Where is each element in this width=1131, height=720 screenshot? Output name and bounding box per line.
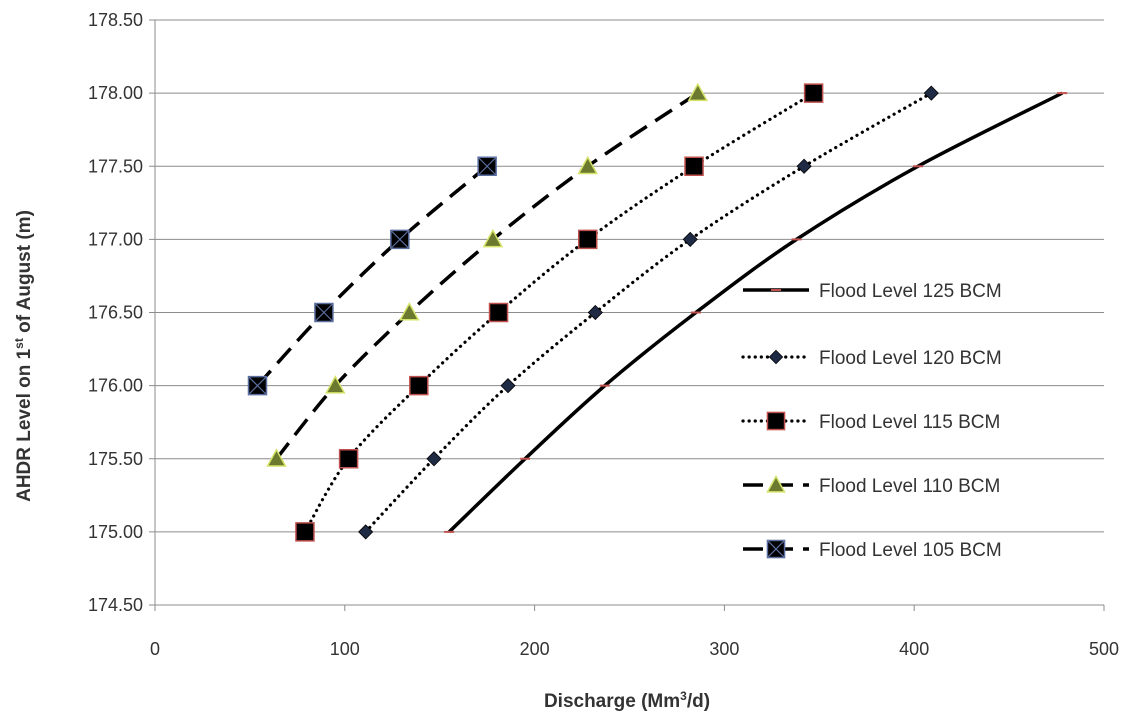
legend-item-flood-level-110-bcm: Flood Level 110 BCM: [743, 474, 1000, 497]
data-point: [803, 83, 824, 103]
legend-marker: [768, 349, 784, 365]
data-point: [500, 378, 516, 394]
x-tick-label: 400: [899, 639, 929, 659]
data-point: [295, 522, 315, 542]
y-tick-label: 178.00: [88, 83, 143, 103]
data-point: [325, 375, 346, 394]
data-point: [684, 156, 704, 176]
legend-item-flood-level-125-bcm: Flood Level 125 BCM: [743, 281, 1002, 302]
y-tick-label: 174.50: [88, 595, 143, 615]
legend-marker: [766, 411, 786, 431]
legend-label: Flood Level 125 BCM: [819, 281, 1002, 302]
marker-cross: [248, 376, 267, 396]
marker-cross: [767, 540, 785, 558]
data-point: [482, 228, 504, 248]
legend-item-flood-level-115-bcm: Flood Level 115 BCM: [741, 411, 1000, 433]
data-point: [577, 155, 599, 175]
data-point: [577, 229, 598, 250]
legend-label: Flood Level 120 BCM: [819, 348, 1002, 369]
y-tick-label: 175.50: [88, 449, 143, 469]
axes: 174.50 175.00 175.50 176.00 176.50 177.00 177.…: [88, 10, 1119, 659]
series-flood-level-110-bcm: [266, 82, 709, 467]
legend-marker: [766, 539, 786, 559]
legend: Flood Level 125 BCM Flood Level 120 BCM Fl…: [741, 281, 1002, 561]
data-point: [426, 451, 442, 467]
data-point: [587, 304, 603, 321]
series-flood-level-120-bcm: [358, 85, 939, 540]
x-tick-label: 200: [520, 639, 550, 659]
x-axis-title: Discharge (Mm3/d): [544, 689, 710, 712]
data-point: [358, 524, 374, 540]
marker-cross: [477, 156, 497, 176]
data-point: [390, 229, 410, 250]
data-point: [338, 449, 359, 469]
y-tick-label: 176.00: [88, 376, 143, 396]
data-point: [314, 302, 334, 323]
x-tick-label: 100: [330, 639, 360, 659]
marker-cross: [314, 303, 334, 322]
y-tick-label: 175.00: [88, 522, 143, 542]
x-tick-label: 300: [709, 639, 739, 659]
data-point: [682, 231, 698, 247]
data-point: [488, 302, 509, 323]
data-point: [923, 85, 939, 101]
y-tick-label: 178.50: [88, 10, 143, 30]
legend-item-flood-level-120-bcm: Flood Level 120 BCM: [741, 348, 1002, 369]
series-flood-level-115-bcm: [295, 83, 824, 542]
data-point: [796, 158, 812, 174]
data-point: [687, 82, 709, 102]
y-tick-label: 177.50: [88, 156, 143, 176]
legend-label: Flood Level 115 BCM: [819, 412, 1000, 433]
series-flood-level-125-bcm: [444, 91, 1068, 534]
x-tick-label: 0: [150, 639, 160, 659]
gridlines: [155, 19, 1104, 606]
x-tick-label: 500: [1089, 639, 1119, 659]
legend-marker: [766, 474, 786, 493]
y-axis-title: AHDR Level on 1st of August (m): [12, 210, 35, 502]
series-flood-level-105-bcm: [247, 156, 497, 396]
data-point: [409, 375, 429, 396]
data-point: [247, 375, 268, 396]
legend-label: Flood Level 110 BCM: [819, 476, 1000, 497]
data-point: [477, 156, 497, 176]
y-tick-label: 177.00: [88, 229, 143, 249]
marker-cross: [390, 229, 410, 249]
legend-label: Flood Level 105 BCM: [819, 540, 1002, 561]
series-line: [256, 164, 489, 387]
data-point: [266, 448, 287, 467]
data-point: [399, 301, 420, 321]
series-layer: [247, 82, 1068, 542]
y-tick-label: 176.50: [88, 303, 143, 323]
legend-item-flood-level-105-bcm: Flood Level 105 BCM: [743, 539, 1002, 561]
